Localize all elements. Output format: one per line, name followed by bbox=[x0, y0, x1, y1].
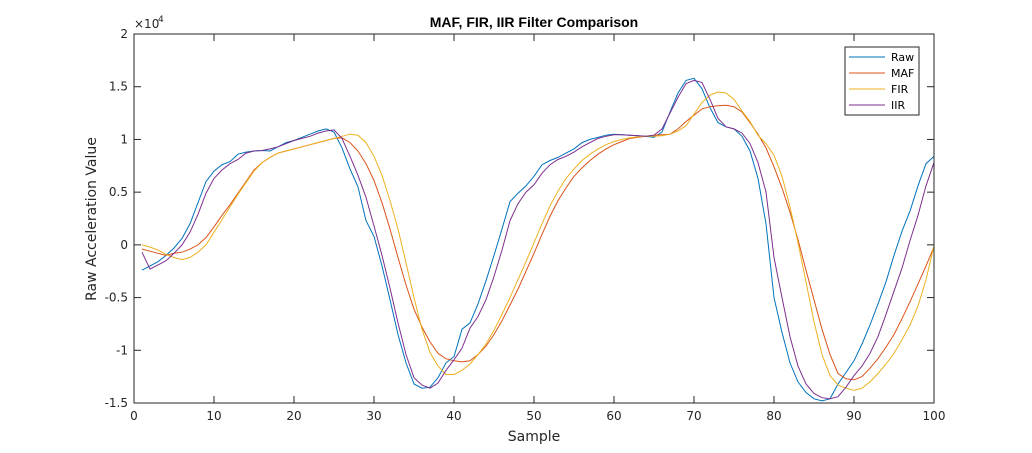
plot-area: 0 10 20 30 40 50 60 70 80 90 100 -1.5 -1 -0.5 0 0.5 1 1.… bbox=[105, 27, 946, 423]
x-tick-label: 50 bbox=[526, 409, 541, 423]
y-tick-label: 2 bbox=[120, 27, 128, 41]
y-tick-label: 0 bbox=[120, 238, 128, 252]
y-axis-exponent-base: ×10 bbox=[134, 17, 159, 31]
x-tick-label: 10 bbox=[206, 409, 221, 423]
x-tick-label: 60 bbox=[606, 409, 621, 423]
y-tick-label: -1.5 bbox=[105, 396, 128, 410]
x-tick-label: 0 bbox=[130, 409, 138, 423]
x-tick-label: 40 bbox=[446, 409, 461, 423]
x-tick-label: 80 bbox=[766, 409, 781, 423]
series-group bbox=[141, 77, 935, 402]
legend-box bbox=[844, 46, 920, 116]
y-axis-label: Raw Acceleration Value bbox=[84, 137, 100, 301]
y-tick-label: -0.5 bbox=[105, 291, 128, 305]
chart-title: MAF, FIR, IIR Filter Comparison bbox=[430, 14, 638, 30]
y-tick-label: 1.5 bbox=[109, 80, 128, 94]
y-tick-label: -1 bbox=[116, 343, 128, 357]
x-tick-label: 90 bbox=[846, 409, 861, 423]
x-axis-label: Sample bbox=[508, 429, 561, 445]
series-line-iir bbox=[141, 79, 935, 400]
legend: Raw MAF FIR IIR bbox=[844, 46, 920, 116]
x-tick-label: 30 bbox=[366, 409, 381, 423]
series-line-raw bbox=[141, 77, 935, 402]
y-tick-label: 0.5 bbox=[109, 185, 128, 199]
plot-background bbox=[134, 34, 934, 403]
legend-label-raw: Raw bbox=[891, 51, 914, 64]
x-tick-label: 70 bbox=[686, 409, 701, 423]
y-tick-label: 1 bbox=[120, 132, 128, 146]
x-tick-label: 100 bbox=[923, 409, 946, 423]
x-tick-label: 20 bbox=[286, 409, 301, 423]
legend-label-maf: MAF bbox=[891, 67, 914, 80]
y-axis: -1.5 -1 -0.5 0 0.5 1 1.5 2 bbox=[105, 27, 934, 410]
legend-label-fir: FIR bbox=[891, 83, 909, 96]
legend-label-iir: IIR bbox=[891, 99, 905, 112]
y-axis-exponent-power: 4 bbox=[158, 15, 164, 25]
x-axis: 0 10 20 30 40 50 60 70 80 90 100 bbox=[130, 34, 945, 423]
series-line-fir bbox=[141, 91, 935, 391]
